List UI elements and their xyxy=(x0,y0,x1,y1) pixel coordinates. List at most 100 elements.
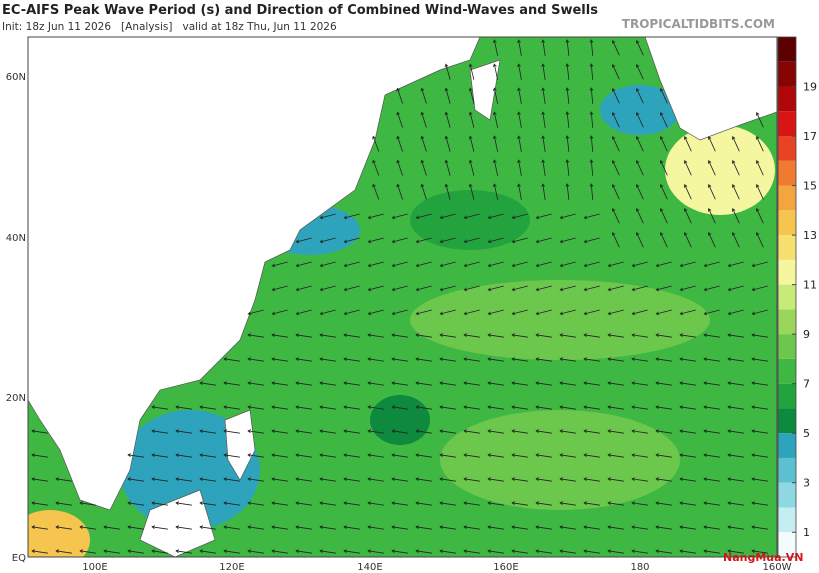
arrow xyxy=(343,333,360,338)
arrow xyxy=(541,111,546,128)
arrow xyxy=(463,285,480,292)
arrow xyxy=(541,63,546,80)
arrow xyxy=(415,309,432,316)
arrow xyxy=(487,261,504,268)
arrow xyxy=(343,501,360,506)
land xyxy=(469,59,501,121)
arrow xyxy=(517,111,522,128)
arrow xyxy=(611,184,620,200)
arrow xyxy=(727,429,744,434)
arrow xyxy=(463,381,480,386)
arrow xyxy=(727,453,744,458)
arrow xyxy=(295,429,312,434)
arrow xyxy=(559,261,576,268)
arrow xyxy=(559,453,576,458)
arrow xyxy=(127,477,144,482)
arrow xyxy=(367,309,384,316)
arrow xyxy=(517,135,522,152)
arrow xyxy=(396,135,403,152)
arrow xyxy=(295,405,312,410)
arrow xyxy=(511,309,528,316)
arrow xyxy=(589,87,594,105)
arrow xyxy=(589,111,594,129)
arrow xyxy=(343,213,360,220)
arrow xyxy=(223,405,240,410)
arrow xyxy=(343,453,360,458)
watermark: NangMua.VN xyxy=(723,551,803,564)
arrow xyxy=(655,405,672,410)
arrow xyxy=(247,501,264,506)
arrow xyxy=(631,429,648,434)
arrow xyxy=(396,87,403,104)
arrow xyxy=(199,453,216,458)
colorbar-segment xyxy=(778,111,796,137)
arrow xyxy=(463,525,480,530)
arrow xyxy=(295,261,312,268)
arrow xyxy=(655,381,672,386)
arrow xyxy=(683,208,692,224)
arrow xyxy=(492,63,499,80)
arrow xyxy=(583,357,600,362)
arrow xyxy=(635,232,644,248)
arrow xyxy=(271,357,288,362)
arrow xyxy=(631,477,648,482)
colorbar-label: 9 xyxy=(803,328,810,341)
arrow xyxy=(607,525,624,530)
colorbar-segment xyxy=(778,482,796,508)
arrow xyxy=(559,549,576,554)
arrow xyxy=(415,453,432,458)
arrow xyxy=(415,357,432,362)
arrow xyxy=(367,285,384,292)
colorbar-segment xyxy=(778,86,796,112)
arrow xyxy=(223,357,240,362)
colorbar-segment xyxy=(778,457,796,483)
arrow xyxy=(731,136,740,152)
land xyxy=(224,409,256,481)
arrow xyxy=(679,381,696,386)
arrow xyxy=(271,501,288,506)
arrow xyxy=(127,501,144,506)
arrow xyxy=(517,159,522,176)
field xyxy=(665,125,775,215)
arrow xyxy=(492,159,499,176)
arrow xyxy=(535,285,552,292)
arrow xyxy=(487,525,504,530)
arrow xyxy=(655,333,672,338)
arrow xyxy=(391,309,408,316)
arrow xyxy=(511,237,528,244)
arrow xyxy=(655,525,672,530)
colorbar-label: 5 xyxy=(803,427,810,440)
arrow xyxy=(151,453,168,458)
colorbar-label: 15 xyxy=(803,180,817,193)
arrow xyxy=(463,453,480,458)
arrow xyxy=(511,213,528,220)
arrow xyxy=(319,213,336,220)
arrow xyxy=(559,429,576,434)
arrow xyxy=(635,112,644,128)
arrow xyxy=(679,501,696,506)
arrow xyxy=(444,135,451,152)
arrow xyxy=(415,525,432,530)
arrow xyxy=(199,477,216,482)
arrow xyxy=(511,501,528,506)
arrow xyxy=(703,357,720,362)
arrow xyxy=(535,237,552,244)
arrow xyxy=(396,183,403,200)
arrow xyxy=(223,525,240,530)
arrow xyxy=(439,213,456,220)
arrow xyxy=(583,381,600,386)
colorbar-segment xyxy=(778,185,796,211)
field xyxy=(120,410,260,530)
arrow xyxy=(655,285,672,292)
arrow xyxy=(391,549,408,554)
arrow xyxy=(611,208,620,224)
colorbar-segment xyxy=(778,136,796,161)
arrow xyxy=(541,87,546,104)
arrow xyxy=(535,261,552,268)
arrow xyxy=(271,405,288,410)
arrow xyxy=(535,501,552,506)
arrow xyxy=(659,160,668,176)
arrow xyxy=(517,39,522,56)
